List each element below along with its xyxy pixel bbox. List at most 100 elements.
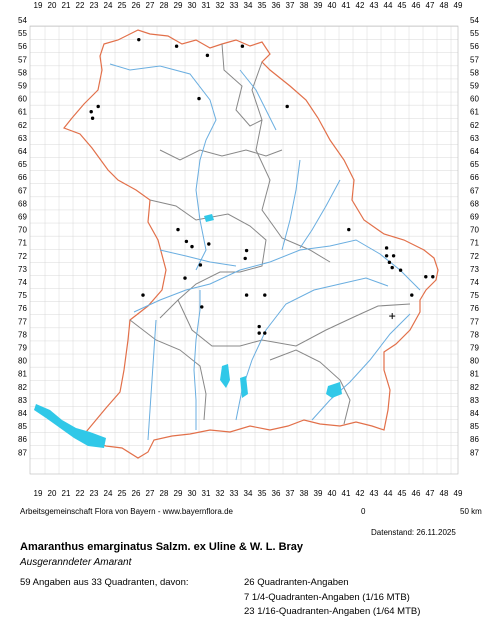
district-border-west <box>129 319 207 421</box>
quadrant-stat-quarter: 7 1/4-Quadranten-Angaben (1/16 MTB) <box>244 592 410 603</box>
row-label: 58 <box>18 68 27 77</box>
column-label: 49 <box>454 489 463 498</box>
row-label: 59 <box>18 82 27 91</box>
occurrence-dot <box>244 293 249 297</box>
column-label: 27 <box>146 489 155 498</box>
occurrence-dot <box>141 293 145 297</box>
quadrant-stat-full: 26 Quadranten-Angaben <box>244 577 349 588</box>
row-label: 80 <box>18 357 27 366</box>
column-label: 25 <box>118 489 127 498</box>
introduced-plus-mark <box>389 313 396 320</box>
row-label: 87 <box>18 448 27 457</box>
column-label: 36 <box>272 489 281 498</box>
row-label: 78 <box>18 330 27 339</box>
column-label: 20 <box>48 489 57 498</box>
column-label: 21 <box>62 489 71 498</box>
column-label: 47 <box>426 489 435 498</box>
column-label: 21 <box>62 1 71 10</box>
species-scientific-name: Amaranthus emarginatus Salzm. ex Uline &… <box>20 541 304 553</box>
row-label: 74 <box>470 278 479 287</box>
bavaria-state-border <box>63 29 439 459</box>
district-border-central <box>149 199 267 319</box>
introduced-markers <box>389 313 396 320</box>
column-label: 44 <box>384 1 393 10</box>
row-label: 70 <box>470 226 479 235</box>
lake-constance <box>34 404 106 448</box>
column-label: 32 <box>216 1 225 10</box>
row-label: 54 <box>470 16 479 25</box>
column-label: 19 <box>34 1 43 10</box>
occurrence-dot <box>347 227 351 232</box>
occurrence-dot <box>205 53 210 58</box>
row-label: 55 <box>18 29 27 38</box>
row-label: 72 <box>18 252 27 261</box>
row-label: 70 <box>18 226 27 235</box>
species-common-name: Ausgeranndeter Amarant <box>20 557 132 568</box>
grid-frame <box>29 25 459 475</box>
column-label: 41 <box>342 489 351 498</box>
column-label: 40 <box>328 1 337 10</box>
column-label: 39 <box>314 489 323 498</box>
column-label: 39 <box>314 1 323 10</box>
column-label: 25 <box>118 1 127 10</box>
occurrence-dot <box>257 324 261 329</box>
distribution-map: 19 20 21 22 23 24 25 26 27 28 29 30 31 32 33 34 35 36 37 38… <box>18 1 479 498</box>
row-label: 56 <box>18 42 27 51</box>
row-label: 80 <box>470 357 479 366</box>
district-border-north <box>159 149 283 161</box>
column-label: 43 <box>370 1 379 10</box>
column-label: 23 <box>90 489 99 498</box>
grid-lines <box>29 25 459 475</box>
row-label: 85 <box>470 422 479 431</box>
occurrence-dot <box>96 104 100 109</box>
column-label: 28 <box>160 1 169 10</box>
row-label: 69 <box>18 213 27 222</box>
quadrant-stat-sixteenth: 23 1/16-Quadranten-Angaben (1/64 MTB) <box>244 606 421 617</box>
occurrence-dot <box>240 44 245 48</box>
column-label: 29 <box>174 489 183 498</box>
occurrence-dot <box>384 254 389 258</box>
column-label: 28 <box>160 489 169 498</box>
column-label: 42 <box>356 489 365 498</box>
column-label: 19 <box>34 489 43 498</box>
row-label: 84 <box>470 409 479 418</box>
column-labels-top: 19 20 21 22 23 24 25 26 27 28 29 30 31 32 33 34 35 36 37 38… <box>34 1 463 10</box>
district-borders <box>129 43 411 425</box>
row-label: 85 <box>18 422 27 431</box>
occurrence-dot <box>390 265 394 270</box>
occurrence-dot <box>263 331 267 335</box>
occurrence-dot <box>431 275 435 279</box>
column-label: 40 <box>328 489 337 498</box>
column-label: 38 <box>300 489 309 498</box>
occurrence-dot <box>285 104 289 109</box>
row-label: 61 <box>18 108 27 117</box>
district-border-east <box>251 61 331 263</box>
river-lech <box>193 290 201 430</box>
column-label: 46 <box>412 489 421 498</box>
row-label: 75 <box>18 291 27 300</box>
column-label: 33 <box>230 1 239 10</box>
occurrence-dot <box>198 263 203 267</box>
row-label: 86 <box>18 435 27 444</box>
data-date: Datenstand: 26.11.2025 <box>371 528 456 537</box>
river-isar <box>235 277 389 421</box>
occurrence-dot <box>197 96 201 101</box>
column-label: 49 <box>454 1 463 10</box>
column-label: 22 <box>76 489 85 498</box>
river-altmuehl <box>159 249 237 267</box>
district-border-upper <box>221 43 263 127</box>
row-labels-left: 54 55 56 57 58 59 60 61 62 63 64 65 66 67 68 69 70 71 72 73… <box>18 16 27 457</box>
row-label: 67 <box>470 186 479 195</box>
column-label: 26 <box>132 489 141 498</box>
river-danube <box>133 239 421 313</box>
column-label: 34 <box>244 489 253 498</box>
row-label: 71 <box>18 239 27 248</box>
column-label: 30 <box>188 1 197 10</box>
occurrence-dot <box>387 260 392 265</box>
occurrence-dot <box>184 239 189 244</box>
column-label: 37 <box>286 1 295 10</box>
row-label: 64 <box>18 147 27 156</box>
column-label: 35 <box>258 489 267 498</box>
column-label: 31 <box>202 1 211 10</box>
row-label: 65 <box>470 160 479 169</box>
